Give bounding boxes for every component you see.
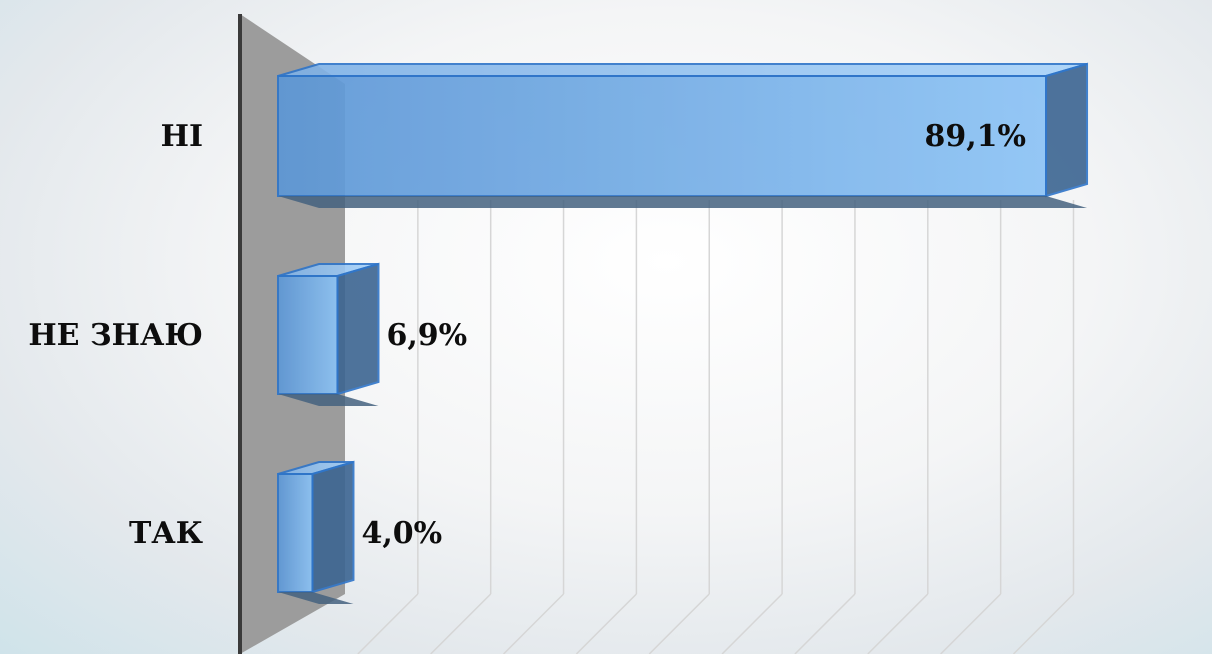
bars — [277, 62, 1089, 604]
bar-bottom-edge — [278, 592, 354, 604]
floor-gridline — [648, 593, 710, 654]
floor-gridline — [503, 593, 565, 654]
bar — [277, 460, 355, 604]
bar — [277, 62, 1089, 208]
bar-front-face — [277, 75, 1048, 197]
bar-front-face — [277, 275, 339, 395]
floor-gridline — [867, 593, 929, 654]
bar-bottom-edge — [278, 394, 379, 406]
category-label: НЕ ЗНАЮ — [28, 318, 203, 353]
gridlines — [357, 200, 1075, 654]
bar-top-face — [277, 63, 1088, 77]
bar — [277, 262, 380, 406]
category-label: НІ — [161, 119, 203, 154]
floor-gridline — [1012, 593, 1075, 654]
bar-front-face — [277, 473, 314, 593]
bar-side-face — [311, 460, 355, 594]
category-label: ТАК — [129, 516, 203, 551]
labels: НІ 89,1% НЕ ЗНАЮ 6,9% ТАК 4,0% — [28, 119, 1026, 551]
floor-gridline — [794, 593, 856, 654]
data-label: 6,9% — [386, 318, 467, 353]
floor-gridline — [575, 593, 637, 654]
floor-gridline — [430, 593, 492, 654]
data-label: 4,0% — [361, 516, 442, 551]
bar-side-face — [1045, 62, 1089, 198]
data-label: 89,1% — [924, 119, 1026, 154]
floor-gridline — [721, 593, 783, 654]
bar-bottom-edge — [278, 196, 1088, 208]
bar-side-face — [336, 262, 380, 396]
floor-gridline — [940, 593, 1002, 654]
floor-gridline — [357, 593, 419, 654]
